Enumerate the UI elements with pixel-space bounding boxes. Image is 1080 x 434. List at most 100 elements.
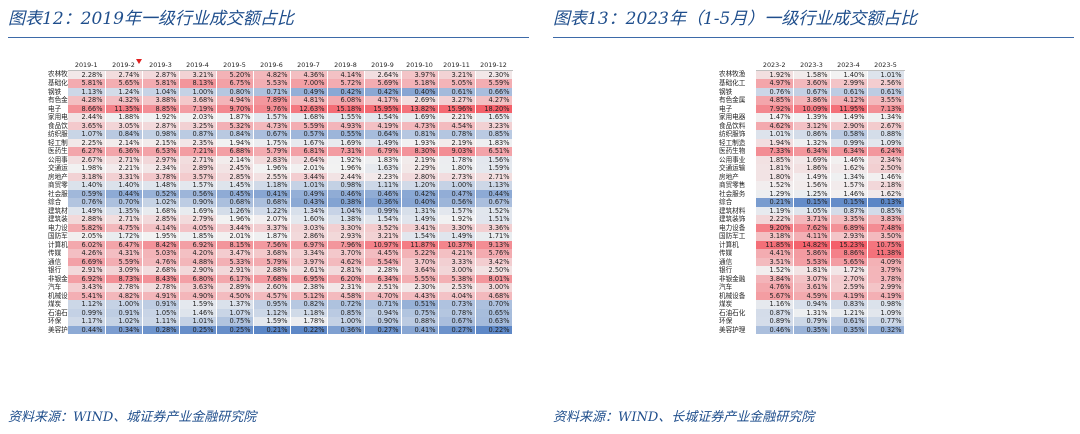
left-value-cell: 4.91% (142, 291, 180, 300)
left-value-cell: 1.40% (68, 181, 106, 190)
left-value-cell: 2.85% (142, 215, 180, 224)
left-value-cell: 1.11% (364, 181, 402, 190)
left-row: 食品饮料3.65%3.05%2.87%3.25%5.32%4.73%5.59%4… (46, 121, 513, 130)
left-value-cell: 0.52% (142, 189, 180, 198)
right-heatmap-table: 2023-2 2023-3 2023-4 2023-5 农林牧渔 1.92% 1.58% 1.… (717, 61, 905, 334)
left-value-cell: 3.21% (438, 70, 476, 79)
left-value-cell: 3.05% (105, 121, 143, 130)
left-value-cell: 2.80% (401, 172, 439, 181)
left-value-cell: 1.52% (475, 206, 513, 215)
left-value-cell: 5.18% (401, 79, 439, 88)
left-value-cell: 0.65% (475, 308, 513, 317)
left-row-label: 商贸零售 (46, 181, 68, 190)
left-value-cell: 5.03% (142, 249, 180, 258)
left-value-cell: 4.45% (364, 249, 402, 258)
left-value-cell: 5.76% (475, 249, 513, 258)
right-row-label: 纺织服饰 (717, 130, 756, 139)
left-value-cell: 1.87% (216, 113, 254, 122)
left-value-cell: 2.19% (401, 155, 439, 164)
left-value-cell: 3.00% (475, 283, 513, 292)
right-value-cell: 3.60% (793, 79, 831, 88)
left-row-label: 基础化工 (46, 79, 68, 88)
left-value-cell: 4.17% (364, 96, 402, 105)
left-value-cell: 1.85% (179, 232, 217, 241)
right-row: 纺织服饰 1.01% 0.86% 0.58% 0.88% (717, 130, 905, 139)
left-row-label: 家用电器 (46, 113, 68, 122)
right-value-cell: 4.85% (756, 96, 794, 105)
left-value-cell: 5.72% (327, 79, 365, 88)
left-value-cell: 4.57% (253, 291, 291, 300)
left-value-cell: 1.00% (105, 300, 143, 309)
left-value-cell: 1.05% (142, 308, 180, 317)
left-value-cell: 4.68% (475, 291, 513, 300)
right-row: 食品饮料 4.62% 3.12% 2.90% 2.67% (717, 121, 905, 130)
right-value-cell: 4.12% (830, 96, 868, 105)
left-value-cell: 1.63% (364, 164, 402, 173)
right-row-label: 基础化工 (717, 79, 756, 88)
right-value-cell: 6.24% (867, 147, 905, 156)
left-value-cell: 6.80% (179, 274, 217, 283)
left-value-cell: 8.85% (142, 104, 180, 113)
left-value-cell: 2.28% (364, 266, 402, 275)
left-value-cell: 2.60% (253, 283, 291, 292)
left-value-cell: 1.69% (327, 138, 365, 147)
left-column-header: 2019-3 (142, 61, 180, 71)
left-value-cell: 4.54% (438, 121, 476, 130)
left-value-cell: 3.64% (401, 266, 439, 275)
left-column-header: 2019-5 (216, 61, 254, 71)
right-value-cell: 7.13% (867, 104, 905, 113)
left-value-cell: 0.75% (401, 308, 439, 317)
left-value-cell: 15.18% (327, 104, 365, 113)
right-value-cell: 0.35% (793, 325, 831, 334)
left-value-cell: 1.13% (475, 181, 513, 190)
left-value-cell: 3.68% (253, 249, 291, 258)
right-value-cell: 10.75% (867, 240, 905, 249)
left-value-cell: 8.13% (179, 79, 217, 88)
left-value-cell: 2.79% (179, 215, 217, 224)
left-value-cell: 1.18% (290, 308, 328, 317)
left-value-cell: 1.56% (475, 155, 513, 164)
left-value-cell: 1.13% (68, 87, 106, 96)
left-value-cell: 6.75% (216, 79, 254, 88)
left-value-cell: 6.51% (475, 147, 513, 156)
right-value-cell: 4.62% (756, 121, 794, 130)
left-value-cell: 1.68% (290, 113, 328, 122)
right-value-cell: 3.18% (756, 232, 794, 241)
right-value-cell: 2.99% (830, 79, 868, 88)
right-chart-title: 图表13：2023年（1-5月）一级行业成交额占比 (553, 9, 918, 29)
left-value-cell: 1.04% (142, 87, 180, 96)
right-row-label: 电力设备 (717, 223, 756, 232)
left-value-cell: 2.91% (68, 266, 106, 275)
left-row: 计算机 6.02% 6.47% 8.42% 6.92% 8.15% 7.56% 6.97% 7.… (46, 240, 513, 249)
left-value-cell: 1.17% (68, 317, 106, 326)
left-value-cell: 4.21% (438, 249, 476, 258)
left-value-cell: 0.42% (401, 189, 439, 198)
left-value-cell: 1.57% (253, 113, 291, 122)
right-value-cell: 1.39% (793, 113, 831, 122)
left-value-cell: 4.05% (179, 223, 217, 232)
left-value-cell: 3.21% (364, 232, 402, 241)
right-value-cell: 4.41% (756, 249, 794, 258)
left-value-cell: 2.01% (290, 164, 328, 173)
left-value-cell: 3.43% (68, 283, 106, 292)
left-value-cell: 1.40% (105, 181, 143, 190)
left-value-cell: 1.00% (438, 181, 476, 190)
right-value-cell: 4.19% (830, 291, 868, 300)
left-value-cell: 2.85% (216, 172, 254, 181)
right-row: 环保 0.89% 0.79% 0.61% 0.77% (717, 317, 905, 326)
left-row-label: 公用事业 (46, 155, 68, 164)
left-value-cell: 1.00% (327, 317, 365, 326)
left-row-label: 电力设备 (46, 223, 68, 232)
left-value-cell: 3.41% (401, 223, 439, 232)
right-row-label: 建筑材料 (717, 206, 756, 215)
right-value-cell: 0.32% (867, 325, 905, 334)
left-value-cell: 3.27% (438, 96, 476, 105)
right-value-cell: 3.86% (793, 96, 831, 105)
left-value-cell: 0.22% (290, 325, 328, 334)
left-value-cell: 5.54% (364, 257, 402, 266)
left-value-cell: 0.56% (179, 189, 217, 198)
left-value-cell: 8.15% (216, 240, 254, 249)
left-value-cell: 0.72% (327, 300, 365, 309)
right-value-cell: 1.34% (867, 113, 905, 122)
left-value-cell: 2.78% (105, 283, 143, 292)
